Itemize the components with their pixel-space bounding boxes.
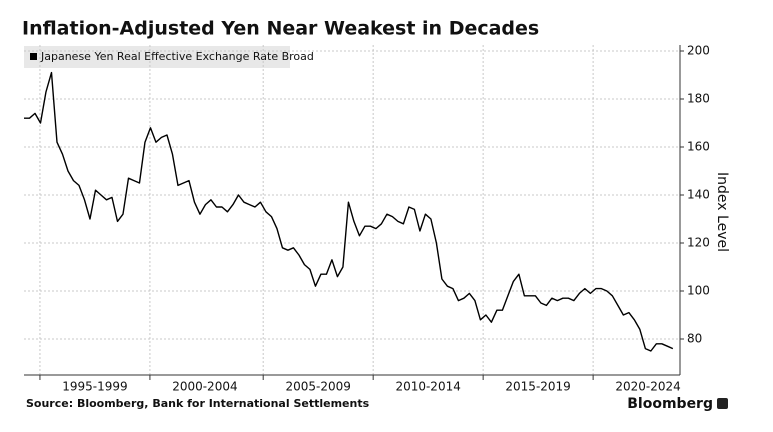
legend-label: Japanese Yen Real Effective Exchange Rat… (40, 50, 314, 63)
source: Source: Bloomberg, Bank for Internationa… (26, 397, 370, 410)
y-tick-label: 80 (687, 332, 702, 346)
y-tick-label: 100 (687, 284, 710, 298)
y-tick-label: 140 (687, 188, 710, 202)
legend-box (24, 46, 290, 68)
y-tick-label: 120 (687, 236, 710, 250)
brand-icon (717, 398, 728, 409)
x-tick-label: 2020-2024 (615, 380, 680, 394)
y-tick-label: 160 (687, 140, 710, 154)
line-series (24, 71, 674, 352)
y-axis-label: Index Level (714, 172, 730, 252)
legend-swatch (30, 53, 37, 60)
x-tick-label: 1995-1999 (62, 380, 127, 394)
y-tick-label: 200 (687, 44, 710, 58)
chart-title: Inflation-Adjusted Yen Near Weakest in D… (22, 18, 539, 40)
x-tick-label: 2000-2004 (172, 380, 237, 394)
y-tick-label: 180 (687, 92, 710, 106)
brand: Bloomberg (627, 396, 713, 412)
x-tick-label: 2015-2019 (505, 380, 570, 394)
x-tick-label: 2010-2014 (395, 380, 460, 394)
x-tick-label: 2005-2009 (285, 380, 350, 394)
